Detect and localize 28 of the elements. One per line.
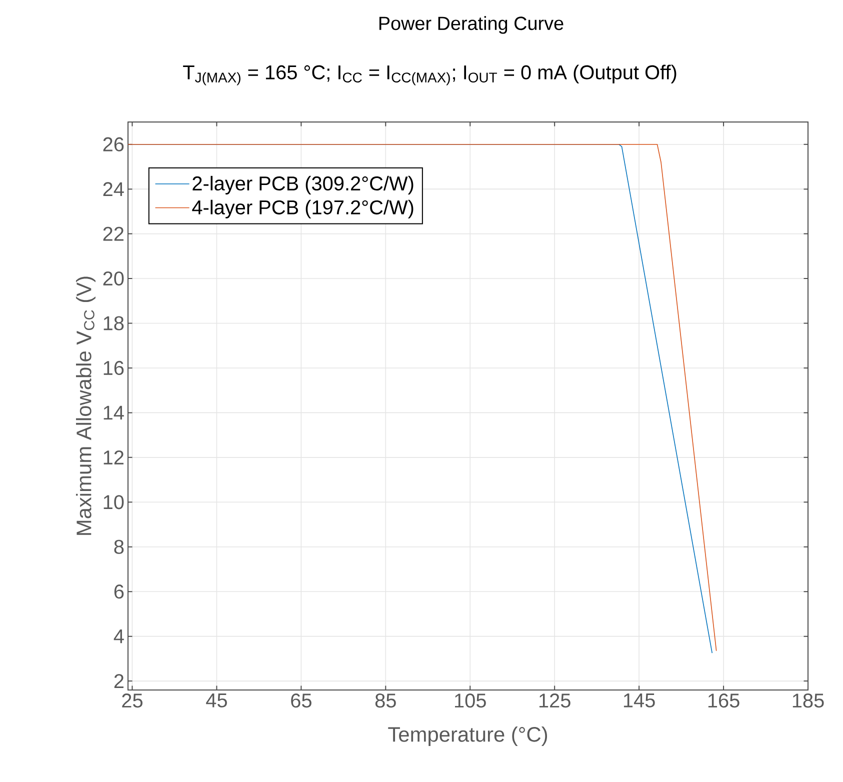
x-tick-label: 45 [206, 694, 227, 708]
legend-label: 2-layer PCB (309.2°C/W) [192, 176, 414, 194]
y-tick-label: 20 [103, 271, 124, 286]
y-tick-label: 16 [104, 360, 124, 376]
x-tick-label: 25 [122, 694, 142, 708]
x-tick-label: 125 [539, 694, 570, 708]
x-tick-label: 185 [792, 694, 824, 708]
y-tick-label: 26 [103, 137, 124, 152]
y-tick-label: 4 [114, 629, 124, 644]
text: T$_{J(MAX)}$ = 165 °C; I$_{CC}$ = I$_{CC(MAX)}$; I$_{OUT}$ = 0 mA (Output Off) [183, 64, 676, 86]
y-tick-label: 14 [104, 406, 124, 420]
y-tick-label: 6 [114, 584, 124, 599]
x-tick-label: 165 [708, 694, 740, 708]
y-tick-label: 10 [104, 495, 124, 510]
y-tick-label: 2 [114, 674, 124, 688]
x-tick-label: 105 [455, 694, 486, 708]
y-tick-label: 24 [103, 182, 124, 196]
x-tick-label: 65 [291, 694, 312, 708]
y-tick-label: 12 [104, 450, 124, 464]
y-axis-title: Maximum Allowable V$_{CC}$ (V) [76, 276, 96, 535]
x-axis-title: Temperature (°C) [388, 726, 548, 746]
x-tick-label: 145 [624, 694, 655, 708]
y-tick-label: 18 [104, 316, 124, 330]
y-tick-label: 8 [114, 540, 124, 554]
y-tick-label: 22 [103, 226, 124, 241]
x-tick-label: 85 [375, 694, 396, 708]
chart-title: Power Derating Curve [379, 16, 564, 34]
legend-label: 4-layer PCB (197.2°C/W) [192, 200, 414, 218]
